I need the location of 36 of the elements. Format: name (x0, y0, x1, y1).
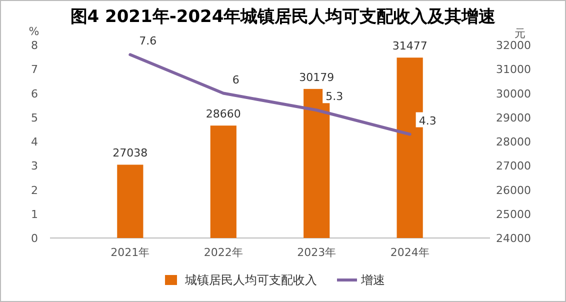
line-series (128, 53, 412, 136)
y-tick-label: 7 (31, 63, 38, 76)
y-tick-label: 6 (31, 87, 38, 100)
y2-axis-title: 元 (514, 27, 526, 40)
y2-tick-label: 30000 (496, 87, 531, 100)
data-label: 30179 (299, 70, 334, 84)
legend-label: 城镇居民人均可支配收入 (184, 273, 317, 287)
y2-tick-label: 27000 (496, 160, 531, 173)
x-tick-label: 2022年 (204, 246, 243, 259)
x-tick-label: 2021年 (110, 246, 150, 259)
chart-title: 图4 2021年-2024年城镇居民人均可支配收入及其增速 (70, 7, 496, 27)
y-tick-label: 0 (31, 232, 38, 245)
x-tick-label: 2023年 (297, 246, 336, 259)
y-tick-label: 1 (31, 208, 38, 221)
y-tick-label: 2 (31, 184, 38, 197)
y2-tick-label: 28000 (496, 136, 531, 148)
y2-tick-label: 26000 (496, 184, 531, 197)
y-tick-label: 4 (31, 136, 38, 148)
legend-label: 增速 (360, 273, 385, 287)
x-tick-label: 2024年 (390, 246, 430, 259)
y-tick-label: 8 (31, 39, 38, 52)
data-label: 28660 (206, 108, 241, 121)
data-label: 4.3 (418, 114, 436, 128)
data-label: 5.3 (326, 90, 344, 104)
y2-tick-label: 24000 (496, 232, 531, 245)
y-tick-label: 5 (31, 111, 38, 124)
data-label: 27038 (112, 146, 148, 160)
y2-tick-label: 31000 (496, 63, 531, 76)
y2-tick-label: 32000 (496, 39, 531, 52)
y-axis-title: % (28, 25, 40, 38)
data-label: 7.6 (139, 34, 157, 48)
data-label: 31477 (392, 40, 428, 53)
y-tick-label: 3 (31, 160, 38, 173)
y2-tick-label: 29000 (496, 111, 531, 124)
data-label: 6 (232, 73, 240, 86)
y2-tick-label: 25000 (496, 208, 531, 221)
